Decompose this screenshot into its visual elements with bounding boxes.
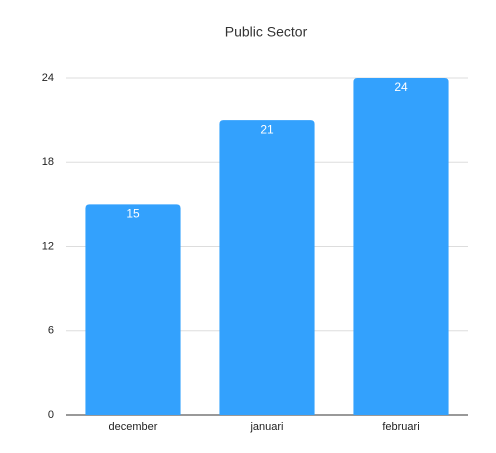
chart-title: Public Sector <box>225 24 308 40</box>
y-tick-label: 18 <box>42 156 54 168</box>
x-tick-label: december <box>109 421 158 433</box>
bar <box>353 78 449 415</box>
value-label: 24 <box>394 80 408 94</box>
y-tick-label: 6 <box>48 325 54 337</box>
bar <box>85 204 181 415</box>
y-tick-label: 0 <box>48 409 54 421</box>
y-tick-label: 12 <box>42 240 54 252</box>
value-label: 15 <box>126 207 140 221</box>
value-label: 21 <box>260 122 274 136</box>
y-tick-label: 24 <box>42 72 54 84</box>
bar <box>219 120 315 415</box>
x-tick-label: januari <box>249 421 283 433</box>
x-tick-label: februari <box>382 421 419 433</box>
